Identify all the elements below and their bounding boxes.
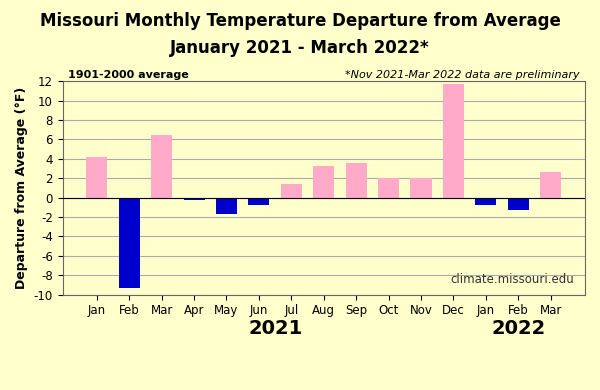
Bar bbox=[540, 172, 561, 198]
Bar bbox=[346, 163, 367, 198]
Bar bbox=[86, 157, 107, 198]
Text: climate.missouri.edu: climate.missouri.edu bbox=[451, 273, 575, 286]
Text: 1901-2000 average: 1901-2000 average bbox=[68, 70, 188, 80]
Bar bbox=[151, 135, 172, 198]
Bar bbox=[378, 178, 399, 198]
Text: 2022: 2022 bbox=[491, 319, 545, 338]
Text: *Nov 2021-Mar 2022 data are preliminary: *Nov 2021-Mar 2022 data are preliminary bbox=[345, 70, 580, 80]
Bar bbox=[216, 198, 237, 214]
Text: Missouri Monthly Temperature Departure from Average: Missouri Monthly Temperature Departure f… bbox=[40, 12, 560, 30]
Text: January 2021 - March 2022*: January 2021 - March 2022* bbox=[170, 39, 430, 57]
Text: 2021: 2021 bbox=[248, 319, 302, 338]
Y-axis label: Departure from Average (°F): Departure from Average (°F) bbox=[15, 87, 28, 289]
Bar bbox=[508, 198, 529, 210]
Bar bbox=[410, 178, 431, 198]
Bar bbox=[119, 198, 140, 288]
Bar bbox=[248, 198, 269, 205]
Bar bbox=[475, 198, 496, 205]
Bar bbox=[443, 84, 464, 198]
Bar bbox=[313, 167, 334, 198]
Bar bbox=[281, 184, 302, 198]
Bar bbox=[184, 198, 205, 200]
